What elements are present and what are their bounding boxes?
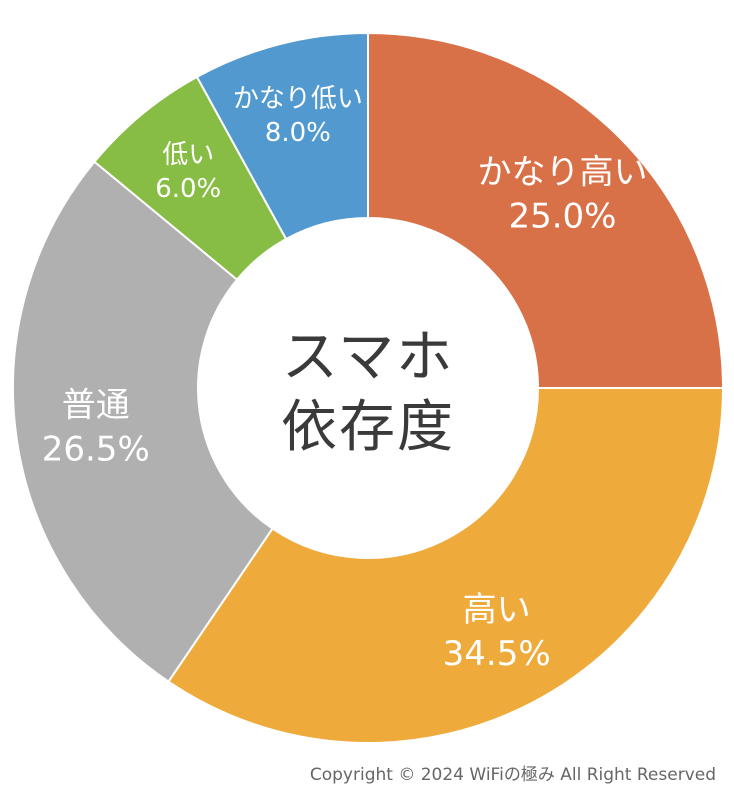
slice-value-label: 25.0% [508,196,616,236]
slice-value-label: 8.0% [265,118,331,148]
slice-value-label: 34.5% [443,634,551,674]
center-hole [198,218,538,558]
slice-category-label: 高い [463,590,531,630]
slice-category-label: 普通 [62,386,130,426]
slice-value-label: 26.5% [42,430,150,470]
copyright-text: Copyright © 2024 WiFiの極み All Right Reser… [309,765,716,785]
slice-category-label: 低い [162,140,214,170]
pie-slice-2 [167,387,725,744]
slice-category-label: かなり低い [233,84,363,114]
center-title-line2: 依存度 [281,395,455,460]
center-title-line1: スマホ [282,325,454,390]
slices-group [12,31,725,744]
slice-category-label: かなり高い [477,152,647,192]
slice-value-label: 6.0% [155,174,221,204]
